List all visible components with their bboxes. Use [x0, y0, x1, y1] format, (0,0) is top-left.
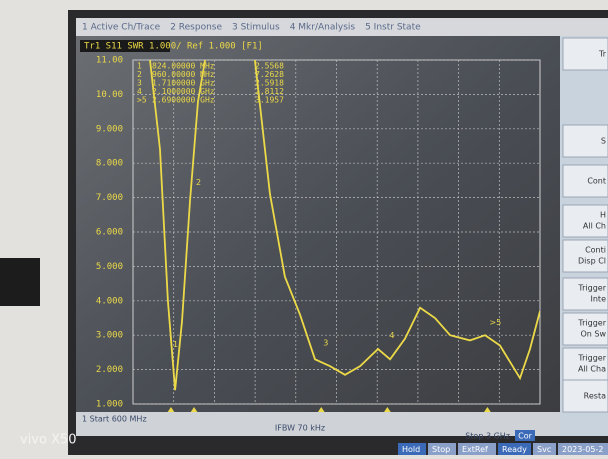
y-tick-label: 9.000 — [96, 124, 123, 134]
marker-value: 2.8112 — [255, 87, 284, 96]
softkey-label: S — [601, 137, 606, 146]
marker-tag: 3 — [323, 339, 328, 348]
y-tick-label: 10.00 — [96, 90, 123, 100]
marker-value: 3.1957 — [255, 96, 284, 105]
y-tick-label: 3.000 — [96, 331, 123, 341]
softkey-label: Inte — [591, 295, 607, 304]
tab-bar — [76, 18, 608, 36]
trace — [149, 60, 540, 391]
softkey[interactable] — [562, 239, 608, 273]
status-text: 2023-05-2 — [562, 445, 603, 454]
softkey-label: H — [600, 211, 606, 220]
y-tick-label: 6.000 — [96, 228, 123, 238]
y-tick-label: 8.000 — [96, 159, 123, 169]
clip — [0, 258, 40, 306]
status-cell — [428, 443, 456, 455]
screen — [76, 36, 560, 436]
softkey-label: Conti — [585, 246, 606, 255]
softkey[interactable] — [562, 124, 608, 158]
marker-freq: 2.1000000 GHz — [152, 87, 215, 96]
softkey[interactable] — [562, 277, 608, 311]
marker-triangle — [190, 407, 199, 413]
marker-freq: 824.00000 MHz — [152, 62, 215, 71]
tab: 3 Stimulus — [232, 23, 280, 33]
softkey[interactable] — [562, 164, 608, 198]
y-tick-label: 5.000 — [96, 262, 123, 272]
tab: 4 Mkr/Analysis — [290, 23, 356, 33]
softkey[interactable] — [562, 204, 608, 238]
marker-value: 2.5568 — [255, 62, 284, 71]
softkey-label: Disp Cl — [578, 257, 606, 266]
marker-tag: 2 — [196, 178, 201, 187]
marker-triangle — [166, 407, 175, 413]
status-text: Svc — [537, 445, 551, 454]
marker-value: 7.2628 — [255, 70, 284, 79]
tab: 2 Response — [170, 23, 222, 33]
y-tick-label: 7.000 — [96, 193, 123, 203]
softkey-label: All Cha — [578, 365, 606, 374]
stop-label: Stop 3 GHz — [465, 432, 510, 441]
status-text: Stop — [432, 445, 450, 454]
watermark: vivo X50 — [20, 433, 77, 448]
cor-badge — [515, 430, 535, 441]
marker-triangle — [483, 407, 492, 413]
start-label: 1 Start 600 MHz — [82, 415, 147, 424]
marker-freq: 1.7100000 GHz — [152, 79, 215, 88]
y-tick-label: 2.000 — [96, 365, 123, 375]
status-cell — [458, 443, 496, 455]
softkey-label: Trigger — [577, 319, 606, 328]
trace-header-bg — [80, 40, 170, 52]
softkey-label: All Ch — [583, 222, 606, 231]
status-text: Hold — [402, 445, 420, 454]
marker-num: 4 — [137, 87, 142, 96]
softkey-label: Trigger — [577, 284, 606, 293]
marker-tag: 1 — [173, 340, 178, 349]
softkey-label: Tr — [598, 50, 607, 59]
softkey-label: On Sw — [580, 330, 606, 339]
tab: 5 Instr State — [365, 23, 421, 33]
status-cell — [398, 443, 426, 455]
marker-freq: 960.00000 MHz — [152, 70, 215, 79]
trace-header: Tr1 S11 SWR 1.000/ Ref 1.000 [F1] — [84, 42, 263, 52]
ifbw-label: IFBW 70 kHz — [275, 424, 325, 433]
y-tick-label: 11.00 — [96, 56, 123, 66]
marker-tag: >5 — [489, 318, 501, 327]
status-cell — [533, 443, 556, 455]
softkey[interactable] — [562, 37, 608, 71]
marker-num: >5 — [137, 96, 147, 105]
softkey[interactable] — [562, 379, 608, 413]
footer-bar — [76, 412, 560, 436]
softkey-label: Resta — [584, 392, 606, 401]
y-tick-label: 4.000 — [96, 296, 123, 306]
marker-num: 2 — [137, 70, 142, 79]
marker-value: 2.5918 — [255, 79, 284, 88]
marker-num: 1 — [137, 62, 142, 71]
tab: 1 Active Ch/Trace — [82, 23, 161, 33]
y-tick-label: 1.000 — [96, 400, 123, 410]
softkey[interactable] — [562, 347, 608, 381]
status-cell — [558, 443, 608, 455]
softkey[interactable] — [562, 312, 608, 346]
status-cell — [498, 443, 531, 455]
marker-tag: 4 — [389, 331, 394, 340]
softkey-label: Cont — [587, 177, 606, 186]
softkey-label: Trigger — [577, 354, 606, 363]
status-text: Ready — [502, 445, 527, 454]
marker-freq: 2.6900000 GHz — [152, 96, 215, 105]
status-text: ExtRef — [462, 445, 488, 454]
marker-num: 3 — [137, 79, 142, 88]
cor-label: Cor — [518, 432, 532, 441]
marker-triangle — [383, 407, 392, 413]
marker-triangle — [317, 407, 326, 413]
